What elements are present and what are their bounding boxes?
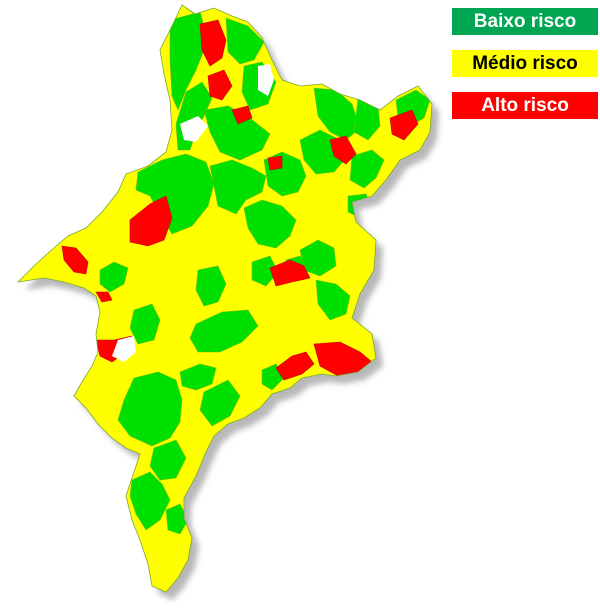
high-risk-region [267, 155, 283, 171]
high-risk-region [329, 135, 357, 165]
high-risk-region [95, 291, 113, 303]
water-holes [112, 64, 274, 362]
low-risk-region [117, 371, 183, 447]
low-risk-region [195, 265, 227, 307]
high-risk-region [207, 69, 233, 101]
low-risk-region [135, 153, 215, 235]
bay-hole [258, 64, 274, 96]
low-risk-region [349, 149, 385, 189]
low-risk-region [225, 17, 265, 65]
low-risk-region [149, 439, 187, 481]
high-risk-region [61, 245, 89, 275]
low-risk-region [315, 279, 351, 321]
low-risk-region [251, 255, 279, 287]
low-risk-region [99, 261, 129, 293]
high-risk-region [199, 19, 227, 67]
low-risk-region [189, 309, 259, 353]
low-risk-region [209, 159, 267, 215]
legend-item-low: Baixo risco [452, 8, 598, 35]
low-risk-region [199, 379, 241, 427]
legend-item-label: Baixo risco [473, 11, 577, 32]
low-risk-region [129, 471, 171, 531]
low-risk-region [169, 11, 209, 111]
legend-item-label: Alto risco [481, 95, 569, 116]
high-risk-region [275, 351, 315, 381]
low-risk-region [179, 363, 217, 391]
high-risk-region [231, 105, 253, 125]
bay-hole [112, 336, 136, 362]
legend-item-mid: Médio risco [452, 50, 598, 77]
high-risk-region [389, 109, 419, 141]
bay-hole [180, 116, 208, 142]
high-risk-region [129, 195, 173, 247]
high-risk-region [269, 259, 311, 287]
low-risk-region [243, 199, 297, 249]
low-risk-region [165, 503, 189, 535]
legend-item-high: Alto risco [452, 92, 598, 119]
legend-item-label: Médio risco [472, 53, 578, 74]
low-risk-region [129, 303, 161, 345]
map-legend: Baixo risco Médio risco Alto risco [452, 8, 598, 134]
